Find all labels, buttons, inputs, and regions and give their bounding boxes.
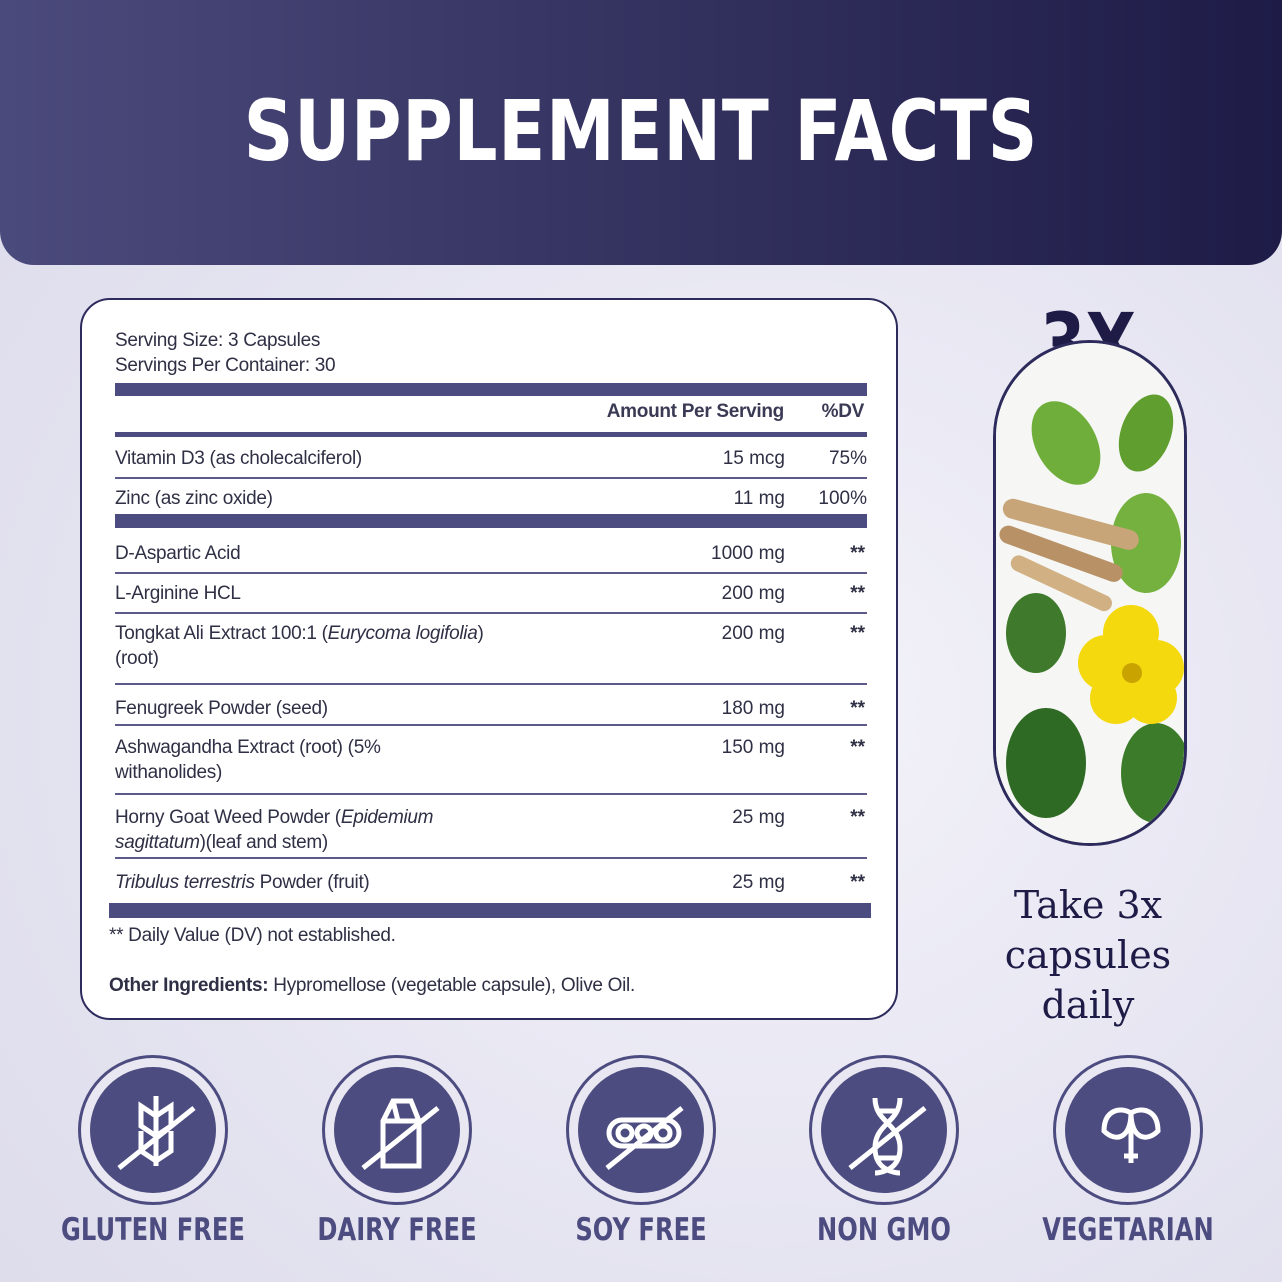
nutrient-name: L-Arginine HCL bbox=[115, 583, 241, 604]
badge-soy-free bbox=[566, 1055, 716, 1205]
nutrient-name: Fenugreek Powder (seed) bbox=[115, 698, 328, 719]
dosage-instruction: Take 3x capsules daily bbox=[1004, 883, 1172, 1027]
divider-thick bbox=[115, 383, 867, 396]
nutrient-amount: 200 mg bbox=[721, 623, 785, 644]
badge-label: GLUTEN FREE bbox=[61, 1212, 245, 1248]
divider-thick bbox=[115, 514, 867, 528]
servings-per-container: Servings Per Container: 30 bbox=[115, 355, 336, 376]
nutrient-amount: 1000 mg bbox=[711, 543, 785, 564]
nutrient-name: Ashwagandha Extract (root) (5% withanoli… bbox=[115, 737, 381, 783]
badge-gluten-free bbox=[78, 1055, 228, 1205]
supplement-facts-panel: Serving Size: 3 Capsules Servings Per Co… bbox=[80, 298, 898, 1020]
nutrient-dv: ** bbox=[850, 737, 865, 758]
nutrient-amount: 180 mg bbox=[721, 698, 785, 719]
nutrient-dv: 100% bbox=[818, 488, 867, 509]
nutrient-row: Ashwagandha Extract (root) (5% withanoli… bbox=[115, 735, 867, 795]
row-divider bbox=[115, 724, 867, 726]
leaf-icon bbox=[1101, 1107, 1161, 1163]
nutrient-row: L-Arginine HCL 200 mg ** bbox=[115, 581, 867, 641]
other-ingredients-text: Hypromellose (vegetable capsule), Olive … bbox=[268, 975, 635, 996]
header-banner: SUPPLEMENT FACTS bbox=[0, 0, 1282, 265]
nutrient-row: Tribulus terrestris Powder (fruit) 25 mg *… bbox=[115, 870, 867, 930]
divider-medium bbox=[115, 432, 867, 437]
nutrient-dv: ** bbox=[850, 623, 865, 644]
nutrient-row: Zinc (as zinc oxide) 11 mg 100% bbox=[115, 486, 867, 526]
nutrient-name: D-Aspartic Acid bbox=[115, 543, 241, 564]
nutrient-row: Tongkat Ali Extract 100:1 (Eurycoma logi… bbox=[115, 621, 867, 681]
badge-dairy-free bbox=[322, 1055, 472, 1205]
badge-vegetarian bbox=[1053, 1055, 1203, 1205]
footnote: ** Daily Value (DV) not established. bbox=[109, 925, 396, 946]
nutrient-amount: 25 mg bbox=[732, 872, 785, 893]
nutrient-dv: ** bbox=[850, 807, 865, 828]
nutrient-name: Zinc (as zinc oxide) bbox=[115, 488, 273, 509]
badge-label: NON GMO bbox=[817, 1212, 951, 1248]
nutrient-dv: 75% bbox=[828, 448, 867, 469]
soybean-crossed-icon bbox=[605, 1106, 684, 1170]
divider-thick bbox=[109, 903, 871, 918]
nutrient-name: Horny Goat Weed Powder (Epidemium sagitt… bbox=[115, 807, 434, 853]
nutrient-name: Vitamin D3 (as cholecalciferol) bbox=[115, 448, 362, 469]
herbs-capsule-image bbox=[993, 340, 1187, 846]
other-ingredients-label: Other Ingredients: bbox=[109, 975, 269, 996]
nutrient-dv: ** bbox=[850, 583, 865, 604]
nutrient-dv: ** bbox=[850, 698, 865, 719]
row-divider bbox=[115, 572, 867, 574]
nutrient-amount: 25 mg bbox=[732, 807, 785, 828]
row-divider bbox=[115, 612, 867, 614]
nutrient-row: Horny Goat Weed Powder (Epidemium sagitt… bbox=[115, 805, 867, 865]
badge-label: SOY FREE bbox=[575, 1212, 707, 1248]
nutrient-amount: 15 mcg bbox=[722, 448, 785, 469]
badge-label: VEGETARIAN bbox=[1042, 1212, 1214, 1248]
nutrient-name: Tongkat Ali Extract 100:1 (Eurycoma logi… bbox=[115, 623, 484, 669]
nutrient-dv: ** bbox=[850, 543, 865, 564]
nutrient-dv: ** bbox=[850, 872, 865, 893]
nutrient-amount: 11 mg bbox=[733, 488, 785, 509]
dna-crossed-icon bbox=[848, 1097, 927, 1176]
serving-size: Serving Size: 3 Capsules bbox=[115, 330, 321, 351]
row-divider bbox=[115, 683, 867, 685]
badge-non-gmo bbox=[809, 1055, 959, 1205]
nutrient-amount: 150 mg bbox=[721, 737, 785, 758]
row-divider bbox=[115, 793, 867, 795]
milk-carton-crossed-icon bbox=[361, 1098, 440, 1170]
amount-header: Amount Per Serving bbox=[606, 401, 785, 422]
row-divider bbox=[115, 857, 867, 859]
nutrient-row: Fenugreek Powder (seed) 180 mg ** bbox=[115, 696, 867, 756]
row-divider bbox=[115, 477, 867, 479]
dv-header: %DV bbox=[821, 401, 865, 422]
page-title: SUPPLEMENT FACTS bbox=[243, 82, 1039, 180]
nutrient-row: Vitamin D3 (as cholecalciferol) 15 mcg 75% bbox=[115, 446, 867, 486]
wheat-crossed-icon bbox=[117, 1096, 196, 1170]
nutrient-name: Tribulus terrestris Powder (fruit) bbox=[115, 872, 370, 893]
badge-label: DAIRY FREE bbox=[317, 1212, 477, 1248]
nutrient-amount: 200 mg bbox=[721, 583, 785, 604]
nutrient-row: D-Aspartic Acid 1000 mg ** bbox=[115, 541, 867, 601]
